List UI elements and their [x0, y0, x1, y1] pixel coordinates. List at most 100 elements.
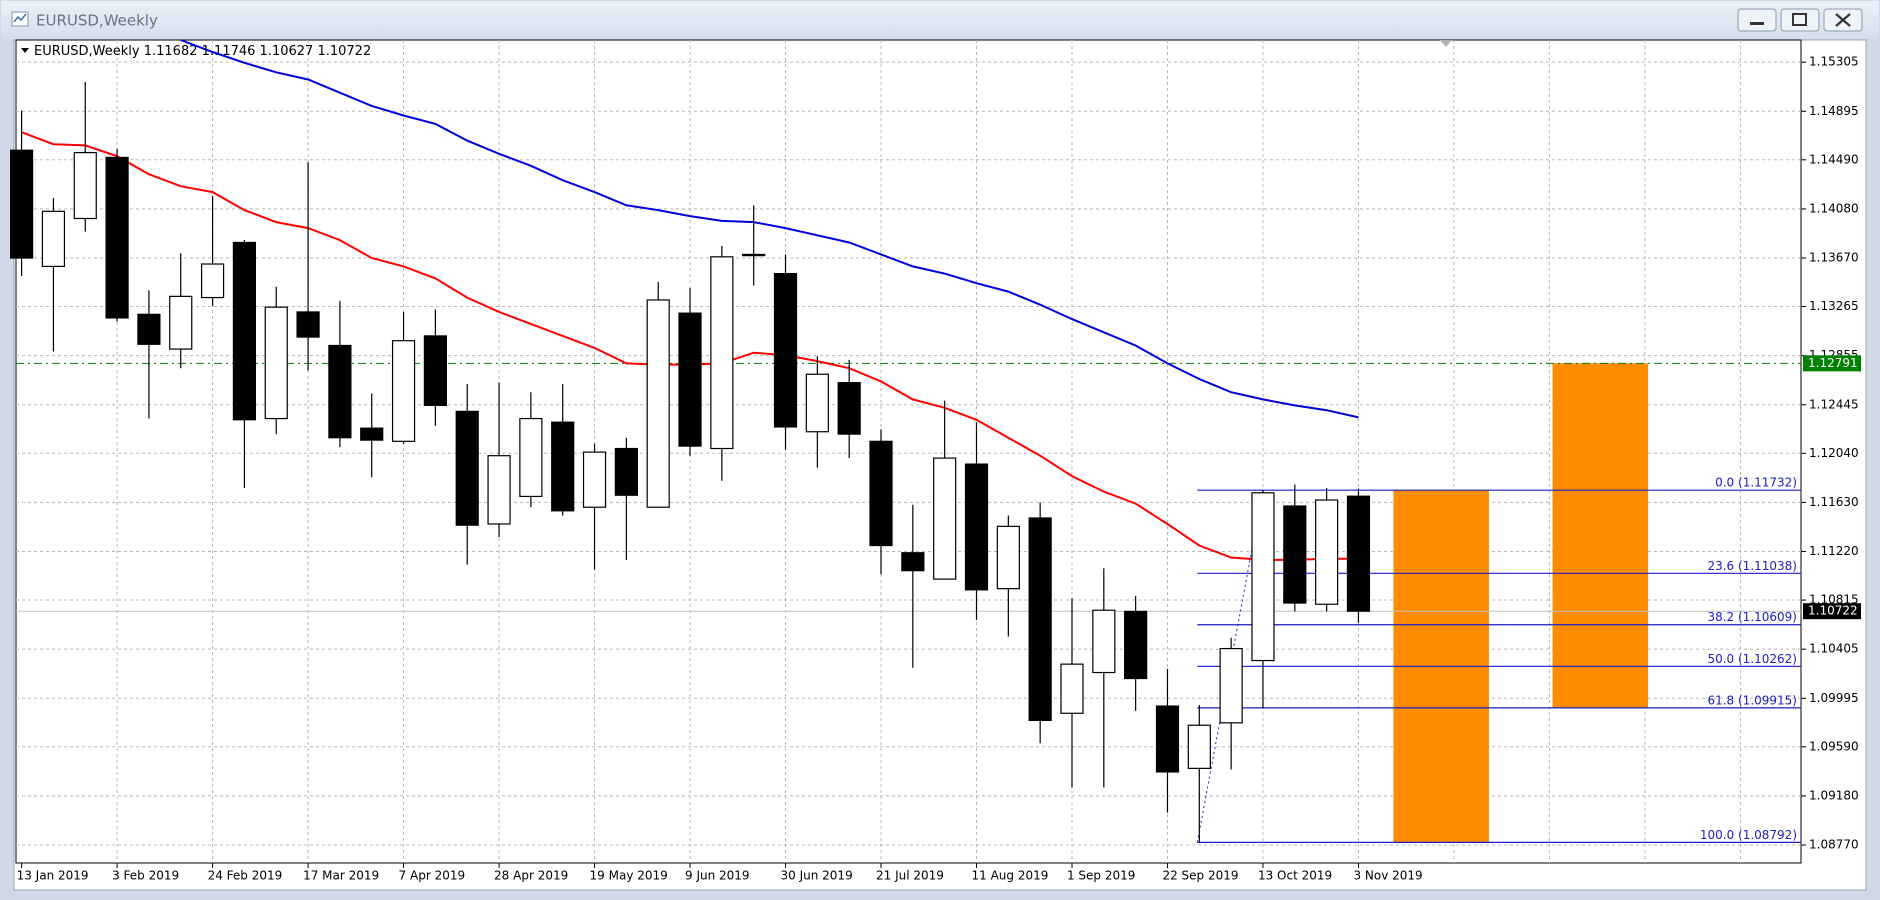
- x-tick-label: 13 Jan 2019: [17, 869, 89, 883]
- candle-body: [1060, 663, 1084, 714]
- candle-body: [582, 451, 607, 508]
- price-label-box: [1803, 603, 1861, 620]
- fibonacci-label: 0.0 (1.11732): [1715, 476, 1797, 490]
- candle-body: [1124, 610, 1148, 680]
- candle-body: [933, 457, 957, 580]
- close-button[interactable]: [1823, 8, 1863, 32]
- y-tick-label: 1.09590: [1809, 739, 1859, 753]
- window-icon: [11, 11, 29, 27]
- x-tick-label: 9 Jun 2019: [685, 869, 750, 883]
- candle-body: [41, 210, 66, 268]
- fibonacci-label: 61.8 (1.09915): [1707, 693, 1797, 707]
- fibonacci-label: 23.6 (1.11038): [1707, 559, 1797, 573]
- candle-body: [73, 152, 97, 220]
- candle-body: [1251, 492, 1275, 662]
- price-label-box: [1803, 355, 1861, 372]
- x-tick-label: 28 Apr 2019: [494, 869, 568, 883]
- price-label: 1.12791: [1808, 356, 1858, 370]
- y-tick-label: 1.14080: [1809, 201, 1859, 215]
- y-tick-label: 1.15305: [1809, 55, 1859, 69]
- fibonacci-label: 100.0 (1.08792): [1700, 828, 1797, 842]
- x-tick-label: 17 Mar 2019: [303, 869, 379, 883]
- window-title: EURUSD,Weekly: [36, 12, 158, 30]
- x-tick-label: 21 Jul 2019: [876, 869, 944, 883]
- candle-body: [296, 311, 320, 338]
- candle-body: [996, 525, 1020, 590]
- plot-frame: [15, 39, 1802, 864]
- candle-body: [614, 447, 638, 496]
- candle-body: [901, 552, 925, 572]
- x-tick-label: 11 Aug 2019: [972, 869, 1049, 883]
- header-close: 1.10722: [317, 44, 371, 59]
- x-tick-label: 3 Nov 2019: [1353, 869, 1422, 883]
- x-tick-label: 1 Sep 2019: [1067, 869, 1135, 883]
- minimize-button[interactable]: [1737, 8, 1777, 32]
- x-tick-label: 19 May 2019: [590, 869, 668, 883]
- moving-average: [180, 39, 1359, 419]
- y-tick-label: 1.10405: [1809, 642, 1859, 656]
- shift-marker: [1440, 40, 1452, 47]
- candle-body: [646, 299, 670, 508]
- candle-body: [169, 295, 193, 350]
- candle-body: [487, 455, 511, 525]
- candle-body: [200, 263, 225, 299]
- candle-body: [678, 312, 702, 447]
- candle-body: [1283, 505, 1307, 604]
- y-tick-label: 1.09180: [1809, 788, 1859, 802]
- candle-body: [360, 427, 384, 441]
- candle-body: [1315, 499, 1339, 605]
- chart-header: EURUSD,Weekly 1.11682 1.11746 1.10627 1.…: [34, 44, 371, 59]
- candle-body: [1092, 609, 1116, 674]
- candle-body: [742, 253, 766, 257]
- rectangle-object: [1552, 363, 1649, 708]
- candle-body: [519, 417, 543, 498]
- candle-body: [964, 463, 989, 591]
- candle-body: [710, 256, 734, 450]
- x-tick-label: 13 Oct 2019: [1258, 869, 1332, 883]
- header-open: 1.11682: [144, 44, 198, 59]
- x-tick-label: 7 Apr 2019: [399, 869, 466, 883]
- x-tick-label: 30 Jun 2019: [781, 869, 853, 883]
- y-tick-label: 1.11220: [1809, 544, 1859, 558]
- candle-body: [551, 421, 575, 512]
- candle-body: [1187, 724, 1211, 769]
- candle-body: [455, 410, 479, 526]
- y-tick-label: 1.09995: [1809, 691, 1859, 705]
- fibonacci-label: 38.2 (1.10609): [1707, 610, 1797, 624]
- y-tick-label: 1.11630: [1809, 495, 1859, 509]
- title-bar: [1, 1, 1879, 39]
- price-label: 1.10722: [1808, 604, 1858, 618]
- header-low: 1.10627: [260, 44, 314, 59]
- candle-body: [10, 149, 34, 259]
- candle-body: [264, 306, 288, 420]
- candle-body: [773, 273, 798, 428]
- candle-body: [328, 344, 352, 439]
- candle-body: [805, 373, 829, 433]
- y-tick-label: 1.12040: [1809, 446, 1859, 460]
- y-tick-label: 1.14490: [1809, 152, 1859, 166]
- symbol: EURUSD,Weekly: [34, 44, 140, 59]
- y-tick-label: 1.10815: [1809, 593, 1859, 607]
- fibonacci-label: 50.0 (1.10262): [1707, 652, 1797, 666]
- candle-body: [423, 335, 447, 406]
- candle-body: [105, 156, 129, 319]
- candle-body: [837, 382, 861, 435]
- candle-body: [1219, 647, 1243, 724]
- candle-body: [1028, 517, 1052, 722]
- restore-button[interactable]: [1780, 8, 1820, 32]
- y-tick-label: 1.14895: [1809, 104, 1859, 118]
- y-tick-label: 1.08770: [1809, 838, 1859, 852]
- candle-body: [869, 440, 893, 547]
- header-arrow: [21, 48, 29, 53]
- x-tick-label: 3 Feb 2019: [112, 869, 179, 883]
- x-tick-label: 24 Feb 2019: [208, 869, 283, 883]
- y-tick-label: 1.13670: [1809, 251, 1859, 265]
- candle-body: [137, 313, 161, 345]
- candle-body: [391, 340, 416, 442]
- candle-body: [232, 241, 257, 421]
- x-tick-label: 22 Sep 2019: [1162, 869, 1238, 883]
- header-high: 1.11746: [202, 44, 256, 59]
- y-tick-label: 1.13265: [1809, 299, 1859, 313]
